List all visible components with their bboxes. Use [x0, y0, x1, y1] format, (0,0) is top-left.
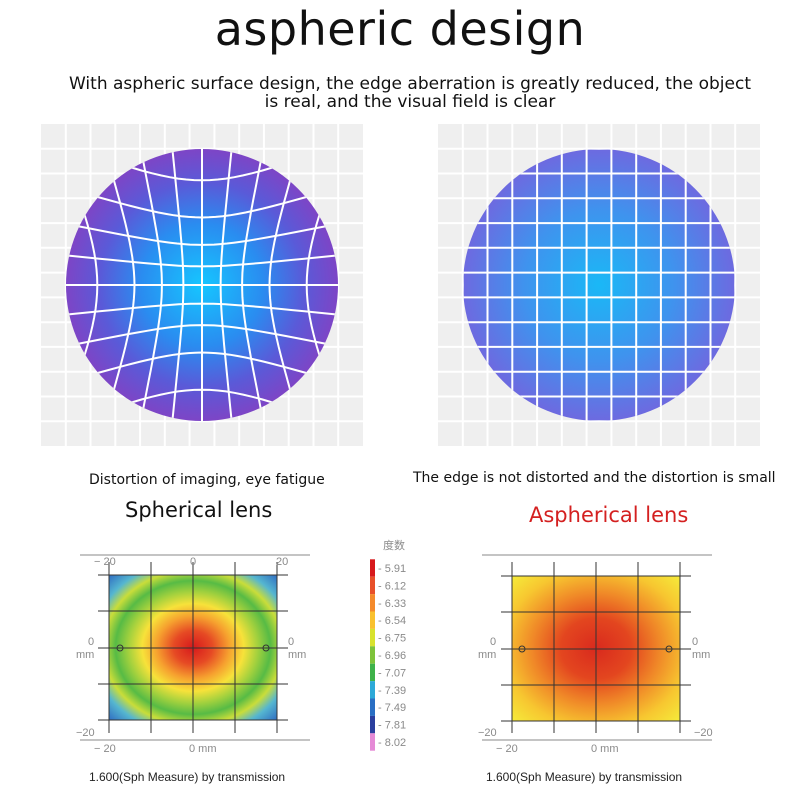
spherical-footnote: 1.600(Sph Measure) by transmission — [89, 770, 286, 784]
aspherical-caption: The edge is not distorted and the distor… — [413, 470, 776, 486]
tick-label: − 20 — [94, 743, 116, 755]
scale-swatch — [370, 628, 375, 647]
distorted-grid-line — [66, 388, 338, 421]
scale-value: - 8.02 — [378, 737, 406, 749]
scale-value: - 5.91 — [378, 563, 406, 575]
tick-label: −20 — [76, 727, 95, 739]
tick-label: 0 mm — [591, 743, 619, 755]
scale-swatch — [370, 594, 375, 612]
tick-label: − 20 — [496, 743, 518, 755]
tick-label: 0 — [692, 636, 698, 648]
tick-label: mm — [76, 649, 94, 661]
scale-value: - 6.54 — [378, 615, 406, 627]
spherical-distortion-illustration — [41, 124, 363, 446]
aspherical-lens-disc — [463, 149, 735, 421]
tick-label: 20 — [276, 556, 288, 568]
page-title: aspheric design — [214, 2, 586, 56]
scale-value: - 7.39 — [378, 685, 406, 697]
scale-value: - 7.49 — [378, 702, 406, 714]
aspherical-power-map: 0 mm 0 mm −20 −20 − 20 0 mm — [478, 554, 713, 755]
scale-swatch — [370, 646, 375, 664]
aspherical-lens-label: Aspherical lens — [529, 503, 689, 527]
scale-swatch — [370, 611, 375, 629]
tick-label: mm — [478, 649, 496, 661]
spherical-caption: Distortion of imaging, eye fatigue — [89, 472, 325, 488]
scale-swatch — [370, 698, 375, 716]
tick-label: 0 — [288, 636, 294, 648]
spherical-distortion-panel — [41, 124, 363, 446]
spherical-power-map: − 20 0 20 0 mm 0 mm −20 − 20 0 mm — [76, 554, 310, 755]
measure-point — [665, 645, 673, 653]
spherical-lens-label: Spherical lens — [125, 498, 273, 522]
aspherical-distortion-panel — [438, 124, 760, 446]
tick-label: 0 mm — [189, 743, 217, 755]
power-map-frame — [482, 554, 712, 741]
power-map-grid — [98, 562, 288, 733]
tick-label: 0 — [490, 636, 496, 648]
power-map-frame — [80, 554, 310, 741]
power-color-scale: 度数 - 5.91- 6.12- 6.33- 6.54- 6.75- 6.96-… — [370, 538, 406, 751]
tick-label: mm — [288, 649, 306, 661]
tick-label: mm — [692, 649, 710, 661]
scale-swatch — [370, 733, 375, 751]
measure-point — [518, 645, 526, 653]
scale-value: - 6.12 — [378, 580, 406, 592]
tick-label: 0 — [88, 636, 94, 648]
tick-label: 0 — [190, 556, 196, 568]
measure-point — [116, 644, 124, 652]
tick-label: −20 — [694, 727, 713, 739]
tick-label: −20 — [478, 727, 497, 739]
scale-swatch — [370, 715, 375, 734]
power-map-grid — [501, 562, 691, 733]
scale-value: - 6.96 — [378, 650, 406, 662]
scale-swatch — [370, 663, 375, 682]
scale-value: - 7.07 — [378, 667, 406, 679]
scale-swatch — [370, 681, 375, 699]
tick-label: − 20 — [94, 556, 116, 568]
distorted-grid-line — [305, 149, 338, 421]
measure-point — [262, 644, 270, 652]
scale-swatch — [370, 559, 375, 577]
scale-items: - 5.91 - 6.12 - 6.33 - 6.54 - 6.75 - 6.96 - 7.… — [370, 559, 406, 751]
scale-swatch — [370, 576, 375, 595]
scale-value: - 6.33 — [378, 598, 406, 610]
scale-value: - 6.75 — [378, 633, 406, 645]
scale-value: - 7.81 — [378, 720, 406, 732]
scale-title: 度数 — [383, 538, 405, 552]
aspherical-footnote: 1.600(Sph Measure) by transmission — [486, 770, 683, 784]
aspherical-distortion-illustration — [438, 124, 760, 446]
page-subtitle: With aspheric surface design, the edge a… — [69, 74, 751, 112]
